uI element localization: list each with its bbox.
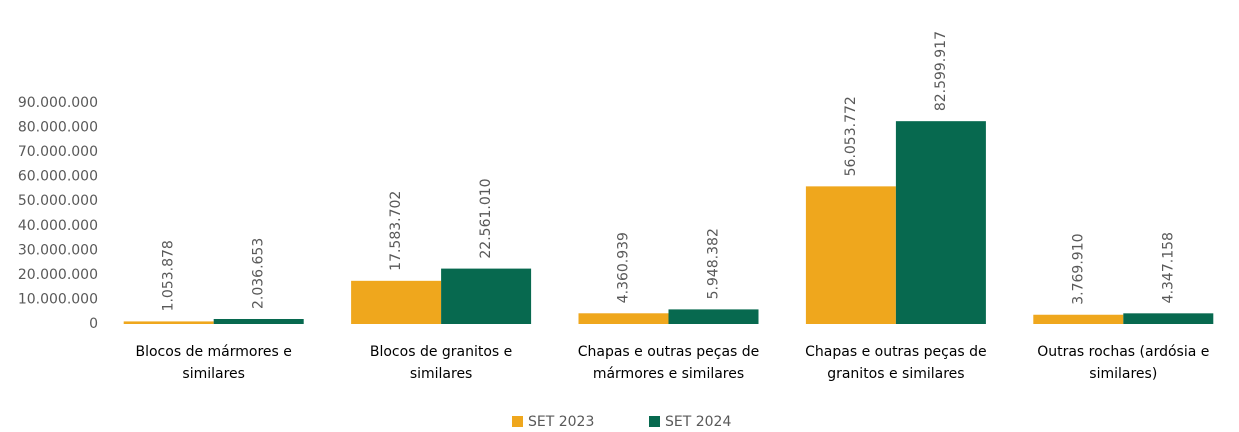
bar — [805, 186, 896, 324]
value-label: 2.036.653 — [251, 238, 267, 309]
bar — [1033, 314, 1124, 324]
bar — [123, 321, 214, 324]
bar — [578, 313, 669, 324]
y-tick-label: 80.000.000 — [18, 120, 98, 136]
x-tick-label: Chapas e outras peças de mármores e simil… — [578, 344, 760, 382]
value-label: 4.360.939 — [616, 232, 632, 303]
y-tick-label: 20.000.000 — [18, 267, 98, 283]
x-tick-label: Blocos de granitos e similares — [370, 344, 512, 382]
value-label: 82.599.917 — [933, 31, 949, 111]
value-label: 22.561.010 — [478, 178, 494, 258]
y-tick-label: 50.000.000 — [18, 193, 98, 209]
value-label: 56.053.772 — [843, 96, 859, 176]
y-tick-label: 40.000.000 — [18, 218, 98, 234]
y-tick-label: 0 — [89, 316, 98, 332]
y-tick-label: 30.000.000 — [18, 242, 98, 258]
y-tick-label: 10.000.000 — [18, 291, 98, 307]
x-tick-label: Chapas e outras peças de granitos e simil… — [805, 344, 987, 382]
value-label: 4.347.158 — [1160, 232, 1176, 303]
value-label: 5.948.382 — [706, 228, 722, 299]
value-label: 17.583.702 — [388, 191, 404, 271]
bar — [213, 318, 304, 324]
value-label: 1.053.878 — [161, 240, 177, 311]
legend-swatch — [649, 416, 660, 427]
bar — [668, 309, 759, 324]
y-tick-label: 90.000.000 — [18, 95, 98, 111]
y-tick-label: 60.000.000 — [18, 169, 98, 185]
bar — [351, 280, 442, 324]
value-label: 3.769.910 — [1070, 233, 1086, 304]
y-tick-label: 70.000.000 — [18, 144, 98, 160]
bar — [1123, 313, 1214, 324]
legend-label: SET 2024 — [665, 414, 731, 430]
legend-swatch — [512, 416, 523, 427]
bar — [895, 121, 986, 324]
x-tick-label: Blocos de mármores e similares — [136, 344, 292, 382]
bar — [441, 268, 532, 324]
legend-label: SET 2023 — [528, 414, 594, 430]
x-tick-label: Outras rochas (ardósia e similares) — [1037, 344, 1209, 382]
